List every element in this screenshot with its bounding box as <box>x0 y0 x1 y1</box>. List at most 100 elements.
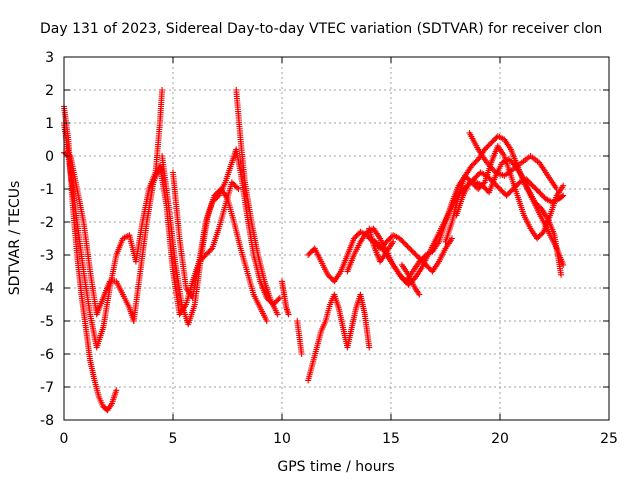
series-trace-17 <box>366 225 397 265</box>
data-point <box>353 232 360 239</box>
data-point <box>538 191 545 198</box>
data-point <box>471 160 478 167</box>
data-point <box>402 279 409 286</box>
data-point <box>483 145 490 152</box>
data-point <box>298 351 305 357</box>
data-point <box>499 188 506 195</box>
data-point <box>275 296 282 303</box>
data-point <box>376 242 383 249</box>
data-point <box>506 189 513 196</box>
data-point <box>387 234 394 241</box>
data-point <box>416 258 423 265</box>
data-point <box>560 182 567 189</box>
data-point <box>404 243 411 250</box>
data-point <box>416 291 423 298</box>
series-trace-15 <box>453 156 565 278</box>
data-point <box>508 158 515 165</box>
data-point <box>399 238 406 245</box>
data-point <box>326 273 333 280</box>
data-point <box>492 135 499 142</box>
data-point <box>539 230 546 237</box>
data-point <box>352 234 359 241</box>
x-tick-label: 0 <box>60 431 69 447</box>
series-trace-14 <box>442 143 567 245</box>
data-point <box>354 231 361 238</box>
data-point <box>234 184 241 191</box>
data-point <box>400 239 407 246</box>
data-point <box>274 311 281 318</box>
data-point <box>503 192 510 199</box>
data-point <box>507 188 514 195</box>
data-point <box>375 241 382 248</box>
data-point <box>205 249 212 256</box>
data-point <box>420 254 427 261</box>
data-point <box>481 146 488 153</box>
data-point <box>411 250 418 257</box>
y-tick-label: -6 <box>40 347 54 363</box>
series-trace-8 <box>279 278 292 318</box>
data-point <box>531 184 538 191</box>
data-point <box>533 200 540 207</box>
data-point <box>528 181 535 188</box>
data-point <box>468 162 475 169</box>
chart-title: Day 131 of 2023, Sidereal Day-to-day VTE… <box>40 21 602 37</box>
data-point <box>479 182 486 189</box>
y-tick-label: -5 <box>40 314 54 330</box>
data-point <box>232 183 239 190</box>
series-trace-2 <box>61 87 166 351</box>
data-point <box>509 160 516 167</box>
data-point <box>412 251 419 258</box>
data-point <box>409 248 416 255</box>
axis-ticks <box>63 56 610 421</box>
data-point <box>309 248 316 255</box>
data-point <box>263 318 270 324</box>
data-point <box>390 238 397 245</box>
data-point <box>472 174 479 181</box>
data-point <box>462 172 469 179</box>
data-point <box>209 199 216 206</box>
y-tick-label: 3 <box>45 50 54 66</box>
data-point <box>494 183 501 190</box>
data-point <box>475 186 482 192</box>
data-point <box>274 297 281 304</box>
data-point <box>159 87 166 93</box>
y-tick-labels: -8 -7 -6 -5 -4 -3 -2 -1 0 1 2 3 <box>40 50 54 429</box>
x-tick-label: 5 <box>169 431 178 447</box>
data-point <box>210 197 217 204</box>
y-tick-label: -3 <box>40 248 54 264</box>
series-trace-7 <box>233 87 281 318</box>
data-point <box>405 244 412 251</box>
grid <box>64 57 609 420</box>
x-tick-label: 20 <box>491 431 509 447</box>
data-point <box>372 238 379 245</box>
data-point <box>398 275 405 282</box>
data-point <box>558 271 565 278</box>
data-point <box>211 196 218 203</box>
data-point <box>484 143 491 150</box>
data-point <box>485 142 492 149</box>
data-point <box>533 186 540 193</box>
series-trace-10 <box>305 291 373 384</box>
y-tick-label: -2 <box>40 215 54 231</box>
data-point <box>507 157 514 164</box>
data-point <box>400 276 407 283</box>
data-point <box>537 190 544 197</box>
data-point <box>529 182 536 189</box>
data-point <box>425 264 432 271</box>
data-point <box>534 235 541 242</box>
x-tick-label: 25 <box>600 431 618 447</box>
data-point <box>228 179 235 186</box>
data-point <box>384 237 391 244</box>
data-point <box>328 275 335 282</box>
data-point <box>534 187 541 194</box>
y-tick-label: -8 <box>40 413 54 429</box>
data-point <box>536 189 543 196</box>
data-point <box>536 232 543 239</box>
data-point <box>386 236 393 243</box>
data-points <box>61 87 567 414</box>
data-point <box>214 193 221 200</box>
data-point <box>204 250 211 257</box>
plot-frame <box>63 56 610 421</box>
data-point <box>497 186 503 192</box>
data-point <box>407 246 414 253</box>
